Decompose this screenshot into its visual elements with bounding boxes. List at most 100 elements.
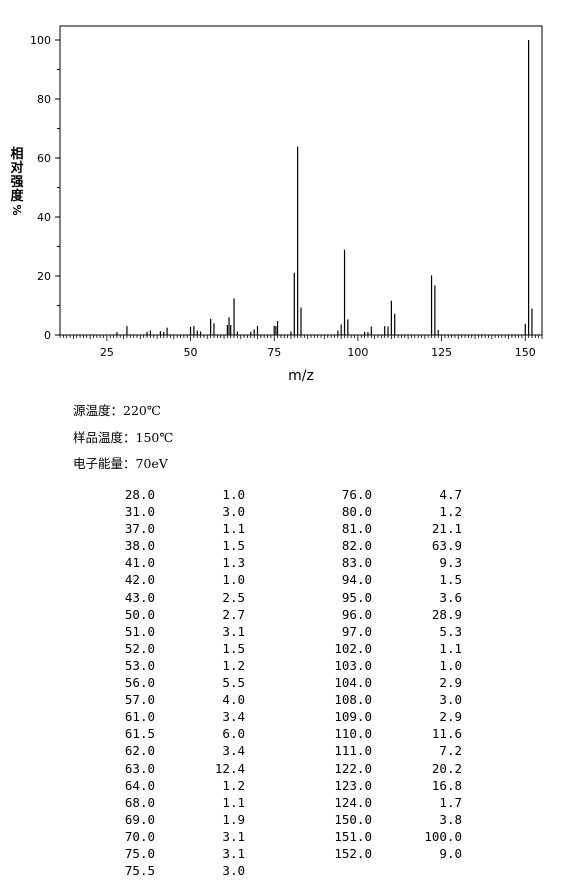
- electron-energy: 电子能量：70eV: [73, 456, 168, 471]
- table-intensity-cell: 2.5: [222, 589, 245, 605]
- table-intensity-cell: 1.9: [222, 811, 245, 827]
- table-intensity-cell: 3.0: [222, 504, 245, 520]
- table-mz-cell: 38.0: [124, 538, 155, 554]
- spectrum-peaks: [116, 40, 533, 335]
- right-mz-column: 76.0 80.0 81.0 82.0 83.0 94.0 95.0 96.0 97.0 102.…: [312, 486, 372, 862]
- table-mz-cell: 63.0: [124, 760, 155, 776]
- table-intensity-cell: 28.9: [431, 606, 462, 622]
- table-mz-cell: 82.0: [341, 538, 372, 554]
- table-intensity-cell: 2.9: [439, 675, 462, 691]
- table-mz-cell: 64.0: [124, 777, 155, 793]
- table-mz-cell: 104.0: [334, 675, 372, 691]
- table-mz-cell: 150.0: [334, 811, 372, 827]
- table-intensity-cell: 1.3: [222, 555, 245, 571]
- table-mz-cell: 42.0: [124, 572, 155, 588]
- y-axis-label-char: 强: [10, 175, 23, 190]
- table-mz-cell: 52.0: [124, 640, 155, 656]
- table-intensity-cell: 100.0: [424, 828, 462, 844]
- table-intensity-cell: 3.1: [222, 845, 245, 861]
- table-mz-cell: 70.0: [124, 828, 155, 844]
- y-tick-label: 80: [37, 93, 51, 106]
- y-axis-label-char: %: [10, 204, 23, 215]
- right-intensity-column: 4.7 1.2 21.1 63.9 9.3 1.5 3.6 28.9 5.3 1.1 1.0 2.9 3…: [402, 486, 462, 862]
- table-mz-cell: 50.0: [124, 606, 155, 622]
- table-mz-cell: 57.0: [124, 692, 155, 708]
- left-mz-column: 28.0 31.0 37.0 38.0 41.0 42.0 43.0 50.0 51.0 52.0…: [100, 486, 155, 879]
- x-tick-label: 150: [515, 346, 536, 359]
- table-mz-cell: 108.0: [334, 692, 372, 708]
- table-intensity-cell: 16.8: [431, 777, 462, 793]
- x-tick-label: 50: [184, 346, 198, 359]
- table-intensity-cell: 4.0: [222, 692, 245, 708]
- y-tick-label: 40: [37, 211, 51, 224]
- x-axis: 25 50 75 100 125 150: [59, 335, 543, 359]
- table-mz-cell: 96.0: [341, 606, 372, 622]
- table-mz-cell: 123.0: [334, 777, 372, 793]
- y-axis: 0 20 40 60 80 100: [30, 34, 60, 342]
- table-mz-cell: 80.0: [341, 504, 372, 520]
- table-intensity-cell: 9.3: [439, 555, 462, 571]
- y-axis-label-char: 度: [10, 188, 24, 204]
- table-mz-cell: 122.0: [334, 760, 372, 776]
- table-mz-cell: 56.0: [124, 675, 155, 691]
- table-mz-cell: 28.0: [124, 487, 155, 502]
- y-tick-label: 20: [37, 270, 51, 283]
- table-intensity-cell: 3.0: [222, 863, 245, 879]
- table-intensity-cell: 1.1: [222, 521, 245, 537]
- table-intensity-cell: 3.0: [439, 692, 462, 708]
- table-mz-cell: 62.0: [124, 743, 155, 759]
- x-tick-label: 75: [267, 346, 281, 359]
- table-intensity-cell: 3.6: [439, 589, 462, 605]
- table-mz-cell: 83.0: [341, 555, 372, 571]
- table-intensity-cell: 12.4: [214, 760, 245, 776]
- table-mz-cell: 43.0: [124, 589, 155, 605]
- table-intensity-cell: 1.7: [439, 794, 462, 810]
- table-intensity-cell: 6.0: [222, 726, 245, 742]
- plot-frame: [59, 25, 543, 336]
- table-intensity-cell: 2.9: [439, 709, 462, 725]
- table-intensity-cell: 1.5: [222, 538, 245, 554]
- table-mz-cell: 109.0: [334, 709, 372, 725]
- table-intensity-cell: 3.8: [439, 811, 462, 827]
- x-tick-label: 25: [100, 346, 114, 359]
- table-mz-cell: 75.5: [124, 863, 155, 879]
- table-mz-cell: 31.0: [124, 504, 155, 520]
- table-mz-cell: 69.0: [124, 811, 155, 827]
- table-mz-cell: 124.0: [334, 794, 372, 810]
- table-mz-cell: 152.0: [334, 845, 372, 861]
- table-intensity-cell: 1.2: [439, 504, 462, 520]
- table-intensity-cell: 5.3: [439, 623, 462, 639]
- table-mz-cell: 41.0: [124, 555, 155, 571]
- table-intensity-cell: 7.2: [439, 743, 462, 759]
- source-temperature: 源温度：220℃: [73, 403, 161, 418]
- table-intensity-cell: 1.0: [222, 572, 245, 588]
- y-axis-label-char: 对: [10, 160, 23, 176]
- table-intensity-cell: 1.0: [222, 487, 245, 502]
- table-intensity-cell: 3.1: [222, 828, 245, 844]
- table-mz-cell: 97.0: [341, 623, 372, 639]
- x-tick-label: 125: [431, 346, 452, 359]
- y-tick-label: 60: [37, 152, 51, 165]
- table-intensity-cell: 3.4: [222, 709, 245, 725]
- table-intensity-cell: 3.4: [222, 743, 245, 759]
- table-intensity-cell: 20.2: [431, 760, 462, 776]
- table-mz-cell: 53.0: [124, 657, 155, 673]
- table-mz-cell: 68.0: [124, 794, 155, 810]
- x-axis-label: m/z: [288, 368, 314, 384]
- table-mz-cell: 76.0: [341, 487, 372, 502]
- table-intensity-cell: 1.1: [439, 640, 462, 656]
- table-mz-cell: 81.0: [341, 521, 372, 537]
- table-intensity-cell: 1.2: [222, 657, 245, 673]
- table-mz-cell: 51.0: [124, 623, 155, 639]
- table-mz-cell: 110.0: [334, 726, 372, 742]
- table-mz-cell: 102.0: [334, 640, 372, 656]
- table-mz-cell: 75.0: [124, 845, 155, 861]
- x-tick-label: 100: [347, 346, 368, 359]
- sample-temperature: 样品温度：150℃: [73, 430, 174, 445]
- y-tick-label: 0: [44, 329, 51, 342]
- table-mz-cell: 94.0: [341, 572, 372, 588]
- table-intensity-cell: 1.5: [439, 572, 462, 588]
- y-tick-label: 100: [30, 34, 51, 47]
